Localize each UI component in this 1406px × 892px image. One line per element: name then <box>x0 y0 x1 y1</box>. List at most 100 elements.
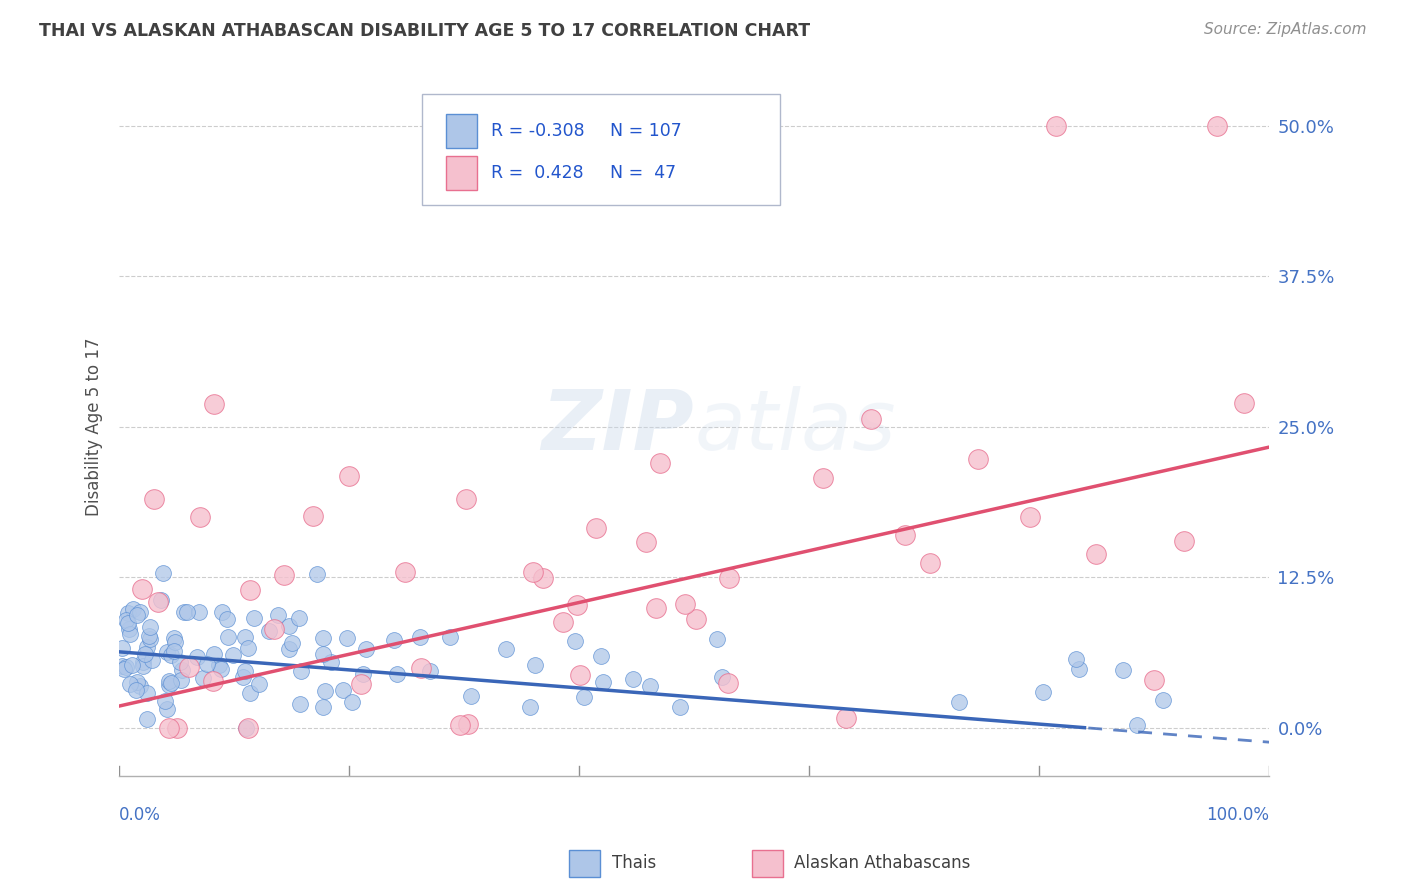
Point <box>243 611 266 625</box>
Point <box>460 689 482 703</box>
Point <box>894 527 917 541</box>
Point <box>114 613 136 627</box>
Y-axis label: Disability Age 5 to 17: Disability Age 5 to 17 <box>86 337 103 516</box>
Point <box>217 630 239 644</box>
Point <box>156 702 179 716</box>
Point <box>233 630 256 644</box>
Point <box>311 699 333 714</box>
Point <box>166 721 188 735</box>
Point <box>117 622 139 636</box>
Point <box>1045 119 1067 133</box>
Point <box>122 602 145 616</box>
Point <box>288 698 311 712</box>
Point <box>157 721 180 735</box>
Text: N =  47: N = 47 <box>610 164 676 182</box>
Point <box>1173 534 1195 549</box>
Point <box>157 678 180 692</box>
Point <box>232 670 254 684</box>
Point <box>173 605 195 619</box>
Text: THAI VS ALASKAN ATHABASCAN DISABILITY AGE 5 TO 17 CORRELATION CHART: THAI VS ALASKAN ATHABASCAN DISABILITY AG… <box>39 22 810 40</box>
Point <box>112 662 135 676</box>
Point <box>111 658 134 673</box>
Point <box>136 640 159 655</box>
Point <box>209 662 232 676</box>
Point <box>239 686 262 700</box>
Point <box>136 686 159 700</box>
Point <box>239 582 262 597</box>
Text: R =  0.428: R = 0.428 <box>491 164 583 182</box>
Point <box>439 630 461 644</box>
Text: Thais: Thais <box>612 855 655 872</box>
Point <box>162 643 184 657</box>
Point <box>636 535 658 549</box>
Point <box>188 605 211 619</box>
Point <box>1152 693 1174 707</box>
Point <box>114 660 136 674</box>
Point <box>565 598 588 612</box>
Point <box>685 612 707 626</box>
Point <box>118 677 141 691</box>
Point <box>235 721 257 735</box>
Text: 100.0%: 100.0% <box>1206 806 1270 824</box>
Point <box>1143 673 1166 687</box>
Point <box>1032 685 1054 699</box>
Point <box>139 632 162 646</box>
Point <box>640 679 662 693</box>
Point <box>117 616 139 631</box>
Point <box>139 620 162 634</box>
Point <box>159 676 181 690</box>
Point <box>138 630 160 644</box>
Point <box>710 670 733 684</box>
Point <box>169 673 191 687</box>
Point <box>314 684 336 698</box>
Point <box>394 566 416 580</box>
Point <box>127 675 149 690</box>
Text: R = -0.308: R = -0.308 <box>491 122 585 140</box>
Point <box>141 653 163 667</box>
Point <box>519 700 541 714</box>
Point <box>202 648 225 662</box>
Point <box>163 634 186 648</box>
Point <box>157 673 180 688</box>
Point <box>125 683 148 698</box>
Point <box>110 640 132 655</box>
Text: N = 107: N = 107 <box>610 122 682 140</box>
Point <box>117 606 139 620</box>
Point <box>717 571 740 585</box>
Point <box>142 491 165 506</box>
Point <box>131 655 153 669</box>
Point <box>449 718 471 732</box>
Point <box>332 683 354 698</box>
Point <box>146 595 169 609</box>
Point <box>263 622 285 636</box>
Point <box>121 658 143 673</box>
Point <box>918 556 941 570</box>
Point <box>1126 718 1149 732</box>
Point <box>585 521 607 535</box>
Point <box>131 582 153 597</box>
Point <box>1112 663 1135 677</box>
Point <box>267 607 290 622</box>
Point <box>301 509 323 524</box>
Point <box>706 632 728 646</box>
Point <box>948 695 970 709</box>
Point <box>177 660 200 674</box>
Point <box>411 661 433 675</box>
Point <box>352 666 374 681</box>
Point <box>305 566 328 581</box>
Text: ZIP: ZIP <box>541 386 695 467</box>
Point <box>129 679 152 693</box>
Point <box>152 566 174 581</box>
Point <box>336 631 359 645</box>
Point <box>153 694 176 708</box>
Point <box>495 642 517 657</box>
Text: Alaskan Athabascans: Alaskan Athabascans <box>794 855 970 872</box>
Point <box>813 471 835 485</box>
Point <box>131 658 153 673</box>
Point <box>238 640 260 655</box>
Point <box>1064 652 1087 666</box>
Point <box>354 641 377 656</box>
Point <box>457 717 479 731</box>
Point <box>574 690 596 705</box>
Point <box>193 671 215 685</box>
